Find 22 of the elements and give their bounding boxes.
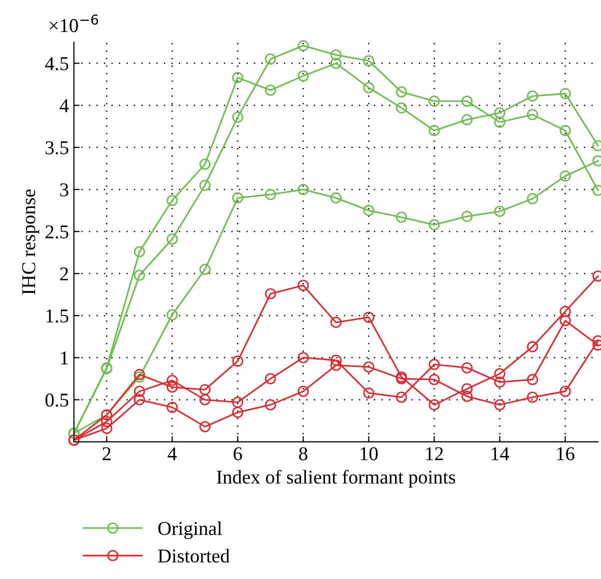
y-tick-label: 1.5 [46,310,68,323]
y-tick-label: 2 [60,267,68,280]
text: ×10$^{−6}$ [50,14,98,32]
legend-label: Distorted [158,548,230,563]
x-tick-label: 2 [102,447,110,460]
y-tick-label: 4 [60,99,69,112]
legend-label: Original [158,521,222,540]
x-tick-label: 10 [360,447,378,460]
x-tick-label: 8 [299,447,308,460]
x-tick-label: 6 [234,447,242,460]
y-tick-label: 4.5 [45,57,68,70]
x-tick-label: 4 [168,447,177,460]
x-axis-title: Index of salient formant points [216,470,456,488]
y-axis-title: IHC response [22,190,40,295]
y-tick-label: 3 [60,183,68,196]
y-tick-label: 1 [61,352,68,364]
y-tick-label: 3.5 [46,141,68,154]
x-tick-label: 14 [492,447,510,460]
y-tick-label: 2.5 [46,225,68,239]
y-tick-label: 0.5 [46,394,68,407]
x-tick-label: 12 [426,447,443,460]
x-tick-label: 16 [557,447,574,460]
